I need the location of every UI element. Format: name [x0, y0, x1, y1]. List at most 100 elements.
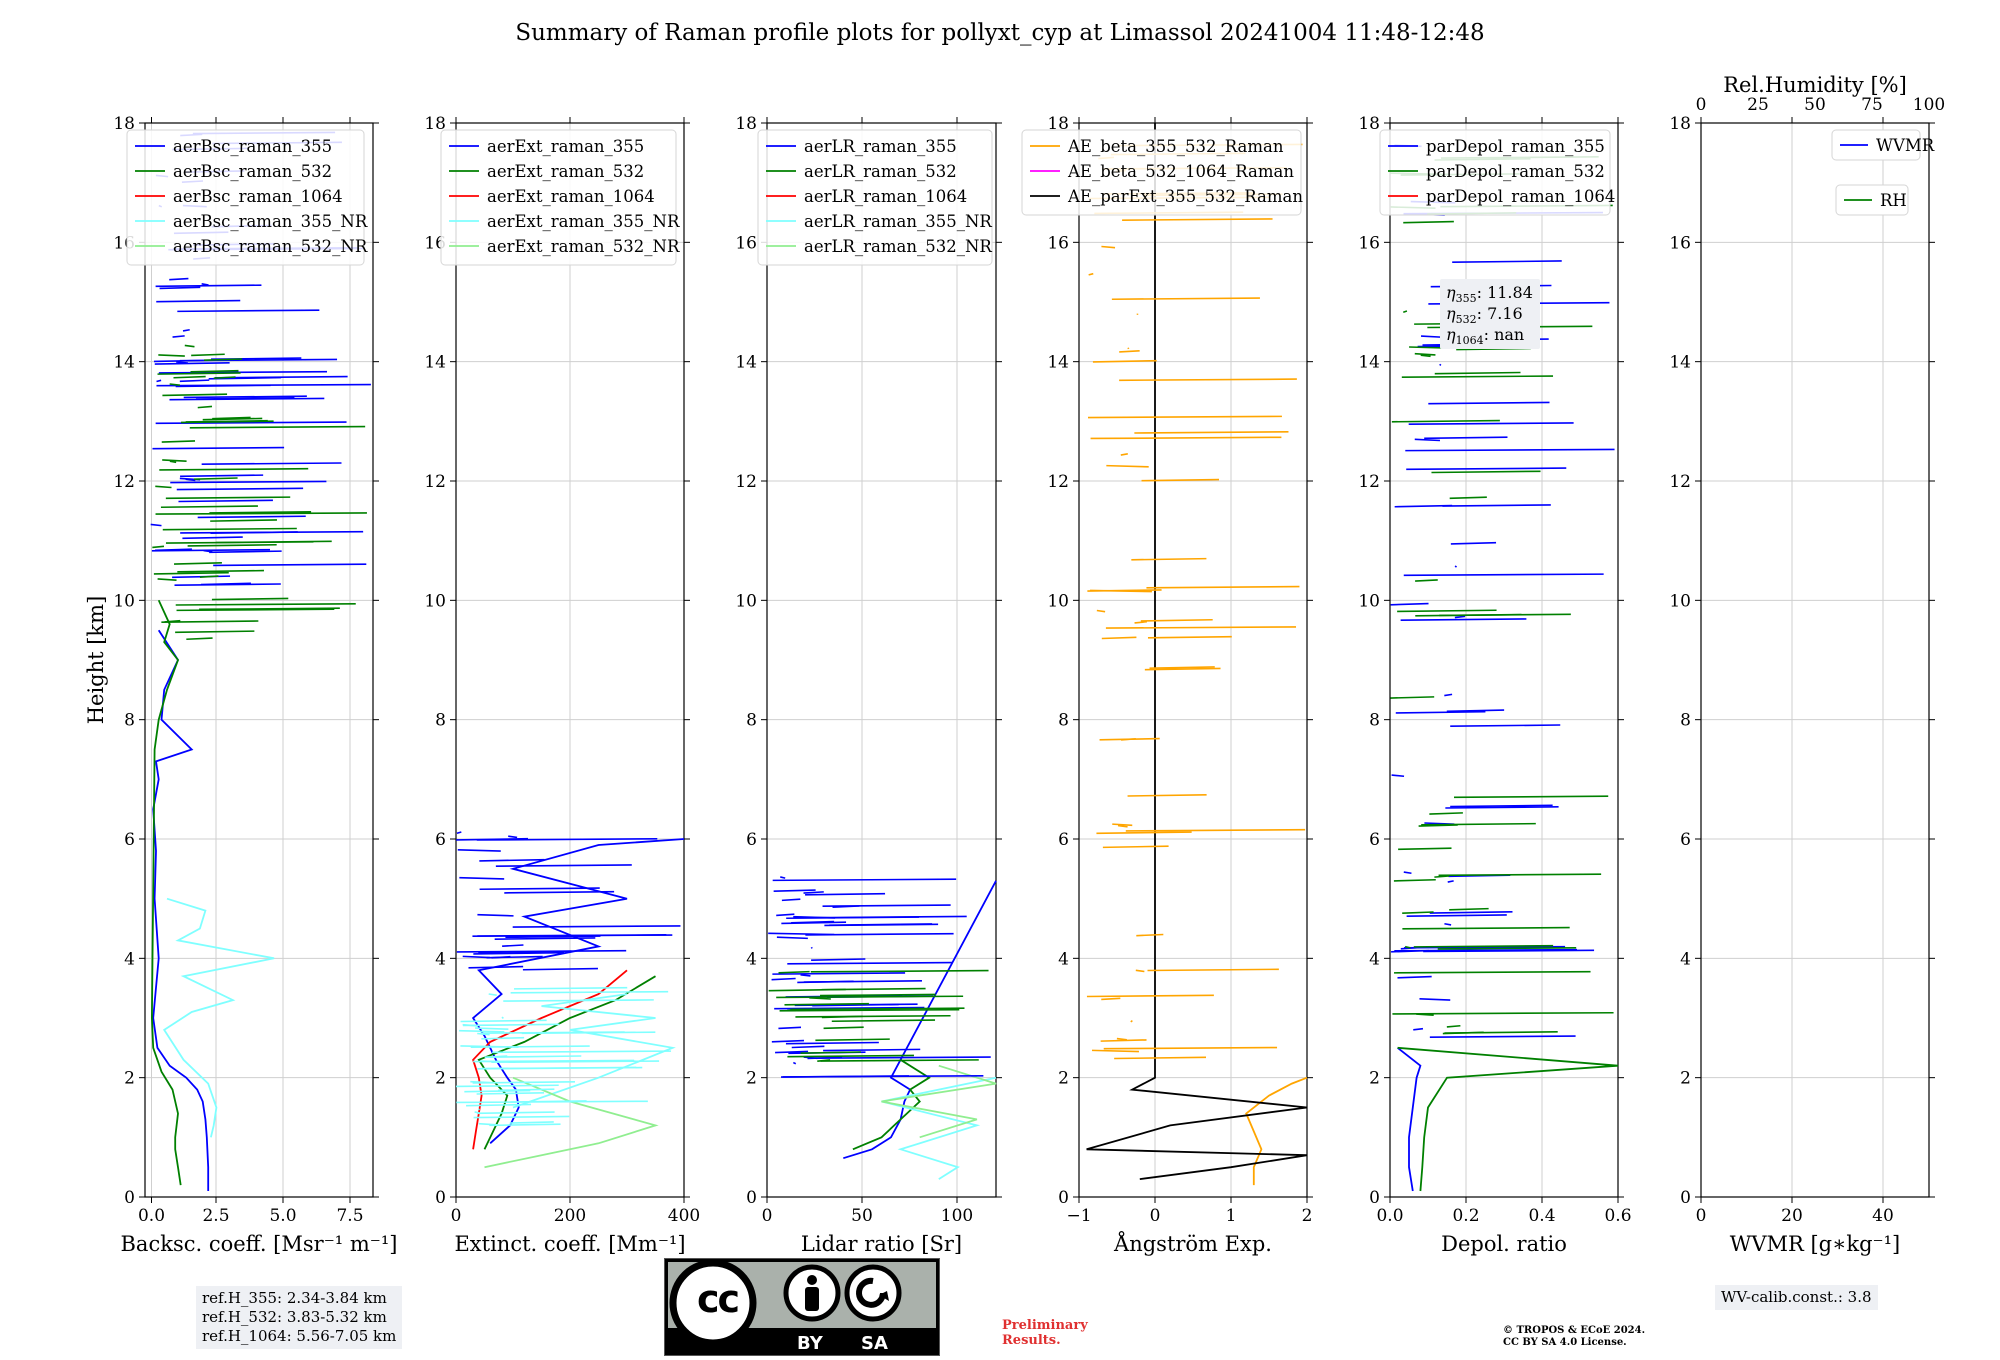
y-tick-label: 14 — [1358, 353, 1380, 373]
sa-text: SA — [861, 1333, 888, 1354]
ext-355nr-spike — [498, 1088, 555, 1092]
bsc-532-spike — [213, 376, 236, 379]
copyright-line-1: © TROPOS & ECoE 2024. — [1503, 1325, 1646, 1336]
depol-355-spike — [1391, 774, 1405, 778]
ae-355-spike — [1088, 272, 1094, 276]
ext-355nr-spike — [514, 986, 628, 990]
bsc-532-spike — [160, 505, 258, 509]
ext-355nr-spike — [474, 1111, 481, 1114]
ext-355nr-spike — [463, 1023, 560, 1027]
depol-532-spike — [1434, 371, 1521, 375]
lr-532-spike — [821, 1015, 863, 1019]
lr-355-spike — [771, 1039, 805, 1043]
bsc-532-spike — [174, 562, 222, 565]
bsc-355-spike — [172, 335, 185, 338]
depol-355-spike — [1450, 724, 1561, 727]
ae-355-spike — [1144, 667, 1221, 671]
lr-355-spike — [811, 958, 866, 961]
ae-355-spike — [1131, 557, 1207, 561]
lr-355-spike — [803, 1056, 818, 1060]
ref-h-355: ref.H_355: 2.34-3.84 km — [202, 1289, 387, 1307]
depol-355-spike — [1397, 975, 1432, 979]
y-tick-label: 6 — [746, 830, 757, 850]
ext-355-spike — [456, 831, 462, 834]
ext-355-spike — [504, 890, 615, 894]
series-line-aerBsc_raman_355_NR — [162, 897, 275, 1138]
copyright-line-2: CC BY SA 4.0 License. — [1503, 1337, 1627, 1348]
ext-355-spike — [478, 950, 572, 954]
series-line-aerExt_raman_532_NR — [484, 1076, 659, 1169]
ref-h-1064: ref.H_1064: 5.56-7.05 km — [202, 1327, 397, 1345]
ae-355-spike — [1134, 431, 1289, 434]
by-text: BY — [797, 1333, 823, 1354]
bsc-532-spike — [175, 603, 356, 606]
y-tick-label: 4 — [1369, 949, 1380, 969]
ext-355nr-spike — [492, 1050, 672, 1054]
ext-355nr-spike — [473, 1115, 570, 1119]
ae-355-spike — [1136, 933, 1164, 937]
bsc-532-spike — [210, 519, 277, 522]
y-tick-label: 10 — [1669, 591, 1691, 611]
ext-355-spike — [462, 955, 490, 959]
ae-355-spike — [1127, 793, 1207, 797]
x-tick-label: 0 — [762, 1206, 773, 1226]
y-tick-label: 16 — [1358, 233, 1380, 253]
y-tick-label: 6 — [1369, 830, 1380, 850]
depol-532-spike — [1392, 1011, 1614, 1015]
depol-355-spike — [1395, 710, 1486, 714]
y-tick-label: 14 — [735, 353, 757, 373]
depol-355-spike — [1450, 541, 1497, 545]
y-tick-label: 8 — [1680, 711, 1691, 731]
depol-355-spike — [1450, 804, 1553, 808]
bsc-532-spike — [209, 510, 312, 514]
y-tick-label: 12 — [1047, 472, 1069, 492]
depol-355-spike — [1452, 260, 1562, 263]
depol-355-spike — [1428, 401, 1550, 405]
x-tick-label: 0.2 — [1452, 1206, 1479, 1226]
lr-355-spike — [785, 1041, 879, 1045]
legend-label: aerExt_raman_1064 — [487, 187, 655, 206]
depol-532-spike — [1402, 926, 1570, 930]
lr-355-spike — [791, 1045, 825, 1049]
depol-355-spike — [1408, 422, 1574, 425]
axes-frame — [1389, 122, 1619, 1198]
ae-355-spike — [1119, 349, 1140, 353]
y-tick-label: 18 — [424, 114, 446, 134]
lr-532-spike — [790, 1007, 965, 1011]
y-tick-label: 16 — [1047, 233, 1069, 253]
bsc-532-spike — [197, 405, 213, 409]
bsc-355-spike — [200, 582, 251, 586]
series-line-AE_beta_355_532_Raman — [1245, 1076, 1308, 1186]
rh-tick-label: 0 — [1696, 95, 1707, 115]
x-tick-label: 400 — [668, 1206, 700, 1226]
depol-532-spike — [1404, 945, 1411, 949]
ext-355-spike — [456, 837, 529, 841]
lr-532-spike — [823, 1026, 864, 1030]
lr-355-spike — [776, 936, 808, 940]
y-tick-label: 14 — [424, 353, 446, 373]
x-tick-label: 2.5 — [202, 1206, 229, 1226]
depol-355-spike — [1423, 949, 1595, 953]
y-tick-label: 8 — [746, 711, 757, 731]
ext-355nr-spike — [462, 1023, 478, 1027]
y-tick-label: 10 — [1358, 591, 1380, 611]
depol-355-spike — [1454, 565, 1458, 568]
bsc-355-spike — [152, 446, 285, 450]
depol-355-spike — [1445, 806, 1559, 809]
series-line-parDepol_raman_532 — [1397, 1046, 1619, 1192]
bsc-532-spike — [162, 393, 228, 397]
bsc-532-spike — [211, 597, 289, 601]
bsc-532-spike — [157, 372, 241, 375]
ext-355nr-spike — [503, 999, 654, 1002]
y-tick-label: 12 — [424, 472, 446, 492]
legend-label: aerBsc_raman_532 — [173, 162, 332, 181]
series-line-aerLR_raman_355_NR — [881, 1076, 997, 1180]
ae-355-spike — [1146, 585, 1300, 589]
series-line-aerLR_raman_532_NR — [881, 1064, 997, 1139]
ae-355-spike — [1125, 828, 1306, 832]
depol-532-spike — [1420, 354, 1431, 358]
lr-355-spike — [810, 946, 813, 949]
ae-355-spike — [1101, 997, 1121, 1001]
depol-532-spike — [1391, 419, 1500, 423]
depol-532-spike — [1413, 944, 1554, 948]
